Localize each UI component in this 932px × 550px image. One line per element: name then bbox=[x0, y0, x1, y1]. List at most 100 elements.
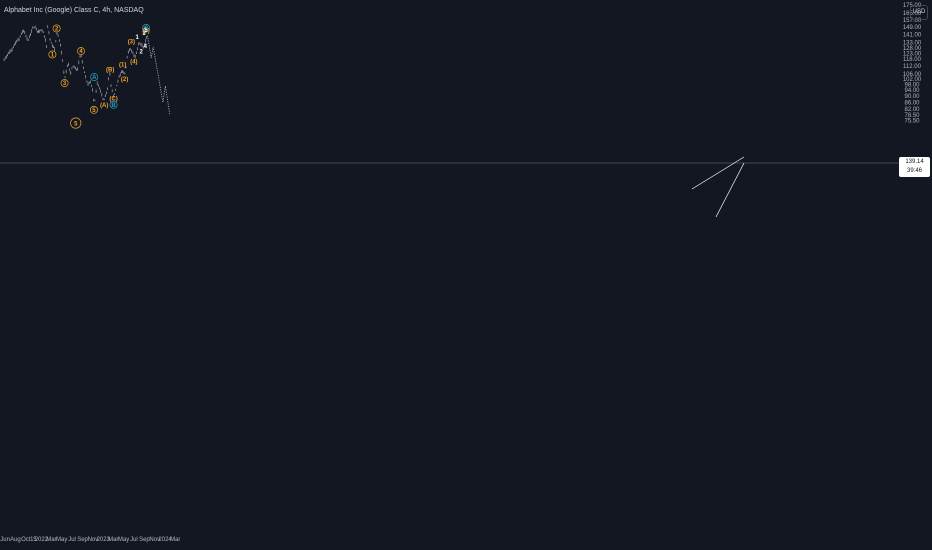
wave-label: 3 bbox=[60, 79, 69, 88]
candle-body bbox=[64, 77, 66, 78]
wave-label-text: 5 bbox=[74, 121, 78, 127]
candle-body bbox=[101, 94, 103, 96]
candle-series bbox=[3, 24, 148, 102]
candle-body bbox=[110, 85, 112, 87]
wave-label: 3 bbox=[142, 31, 146, 37]
price-axis[interactable]: 175.00165.00157.00149.00141.00133.00128.… bbox=[903, 3, 922, 124]
wave-label-text: 2 bbox=[140, 50, 144, 56]
price-tick-label: 123.00 bbox=[903, 51, 922, 57]
candle-body bbox=[135, 52, 137, 54]
candle-body bbox=[77, 68, 79, 70]
candle-body bbox=[88, 82, 90, 83]
wave-label-text: (B) bbox=[106, 67, 114, 73]
candle-body bbox=[25, 36, 27, 37]
wave-label: (3) bbox=[128, 40, 135, 46]
candle-body bbox=[49, 39, 51, 41]
candle-body bbox=[18, 39, 20, 40]
wave-label-text: 1 bbox=[51, 52, 55, 58]
candle-body bbox=[33, 27, 35, 28]
candle-body bbox=[123, 73, 125, 74]
candle-body bbox=[84, 71, 85, 73]
candle-body bbox=[3, 59, 5, 60]
candle-body bbox=[108, 78, 110, 80]
candle-body bbox=[120, 71, 122, 73]
wave-label-circle bbox=[48, 50, 57, 59]
candle-body bbox=[48, 32, 50, 34]
candle-body bbox=[70, 72, 72, 74]
candle-body bbox=[15, 43, 16, 44]
wave-label-text: 4 bbox=[144, 44, 148, 50]
wave-label: (4) bbox=[130, 59, 137, 65]
candle-body bbox=[14, 44, 15, 45]
wave-label: B bbox=[109, 100, 118, 109]
time-tick-label: Mar bbox=[170, 537, 180, 543]
candle-body bbox=[119, 74, 121, 75]
candle-body bbox=[142, 47, 144, 48]
price-tick-label: 78.50 bbox=[904, 113, 920, 119]
wave-label: (5) bbox=[142, 28, 149, 34]
wave-label-text: B bbox=[111, 103, 116, 109]
candle-body bbox=[76, 69, 77, 71]
price-tick-label: 102.00 bbox=[903, 77, 922, 83]
candle-body bbox=[68, 64, 69, 65]
price-tick-label: 165.00 bbox=[903, 11, 922, 17]
candle-body bbox=[87, 83, 89, 85]
candle-body bbox=[81, 61, 83, 62]
candle-body bbox=[117, 80, 119, 82]
candle-body bbox=[132, 52, 134, 54]
candle-body bbox=[122, 71, 123, 73]
price-tick-label: 133.00 bbox=[903, 41, 922, 47]
candle-body bbox=[37, 31, 38, 33]
candle-body bbox=[130, 48, 131, 50]
time-tick-label: Nov bbox=[88, 537, 99, 543]
candle-body bbox=[139, 43, 141, 45]
wedge-upper-trendline bbox=[691, 156, 745, 190]
candle-body bbox=[78, 62, 80, 63]
candle-body bbox=[31, 30, 33, 32]
wave-label-text: (A) bbox=[100, 103, 108, 109]
wave-label: 1 bbox=[48, 50, 57, 59]
candle-body bbox=[47, 27, 49, 28]
candle-body bbox=[143, 44, 145, 46]
time-tick-label: Jun bbox=[0, 537, 10, 543]
candle-body bbox=[9, 51, 11, 53]
candle-body bbox=[127, 51, 129, 53]
candle-body bbox=[138, 43, 140, 45]
price-tick-label: 118.00 bbox=[903, 57, 922, 63]
candle-body bbox=[100, 91, 102, 92]
candle-body bbox=[140, 43, 142, 45]
time-tick-label: 15 bbox=[30, 537, 37, 543]
wave-label: C bbox=[142, 24, 151, 32]
time-tick-label: 2022 bbox=[35, 537, 49, 543]
candle-body bbox=[61, 51, 62, 53]
candle-body bbox=[133, 55, 135, 56]
wave-label-text: (1) bbox=[119, 62, 126, 68]
candle-body bbox=[99, 88, 100, 89]
time-tick-label: 2023 bbox=[97, 537, 111, 543]
price-tick-label: 82.00 bbox=[904, 107, 920, 113]
candle-body bbox=[27, 39, 29, 41]
candle-body bbox=[71, 68, 73, 69]
candle-body bbox=[96, 83, 98, 85]
wave-label: 1 bbox=[135, 35, 139, 41]
wave-label: 2 bbox=[140, 50, 144, 56]
candle-body bbox=[55, 41, 57, 42]
candle-body bbox=[66, 65, 68, 67]
wave-label: 5 bbox=[89, 105, 98, 114]
wave-label-circle bbox=[77, 47, 85, 56]
bar-countdown: 39:46 bbox=[906, 168, 922, 174]
currency-button[interactable]: USD bbox=[910, 5, 928, 20]
wave-label-text: (C) bbox=[109, 97, 117, 103]
wave-label-circle bbox=[70, 117, 82, 129]
candle-body bbox=[35, 29, 37, 30]
candle-body bbox=[46, 46, 48, 48]
wave-label-text: 1 bbox=[135, 35, 139, 41]
current-price-value: 139.14 bbox=[905, 159, 924, 165]
wave-label-text: 5 bbox=[144, 28, 148, 34]
wave-label-circle bbox=[60, 79, 69, 88]
price-tick-label: 98.00 bbox=[904, 83, 920, 89]
wave-label-text: 5 bbox=[92, 108, 96, 114]
